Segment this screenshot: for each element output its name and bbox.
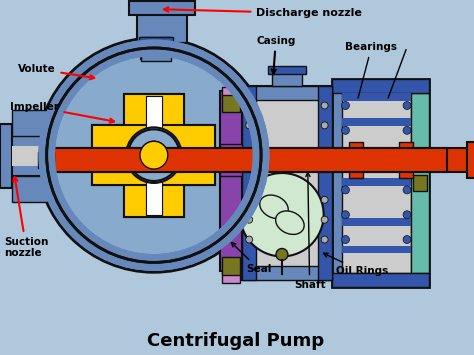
Bar <box>50 148 183 172</box>
Circle shape <box>341 236 349 244</box>
Bar <box>242 86 332 99</box>
Bar <box>222 87 240 99</box>
Bar <box>146 95 162 141</box>
Bar <box>0 124 12 188</box>
Circle shape <box>403 211 411 219</box>
Circle shape <box>341 126 349 134</box>
Bar <box>341 93 411 100</box>
Bar <box>220 91 242 271</box>
Circle shape <box>276 248 288 261</box>
Bar <box>242 86 332 280</box>
Bar <box>429 148 471 172</box>
Wedge shape <box>154 155 260 261</box>
Bar <box>129 1 195 15</box>
Bar <box>124 94 183 217</box>
Circle shape <box>246 216 253 223</box>
Bar <box>411 93 429 273</box>
Bar <box>139 37 173 47</box>
Circle shape <box>36 38 271 272</box>
Bar <box>92 125 215 185</box>
Text: Discharge nozzle: Discharge nozzle <box>164 7 362 18</box>
Wedge shape <box>48 49 154 155</box>
Circle shape <box>321 236 328 243</box>
Bar <box>242 148 332 172</box>
Circle shape <box>46 48 261 262</box>
Bar <box>341 148 411 156</box>
Bar <box>341 178 411 186</box>
Circle shape <box>403 102 411 109</box>
Circle shape <box>403 186 411 194</box>
Circle shape <box>246 122 253 129</box>
Bar <box>322 148 429 172</box>
Text: Oil Rings: Oil Rings <box>324 253 388 276</box>
Text: Volute: Volute <box>18 64 94 79</box>
Bar <box>242 266 332 280</box>
Wedge shape <box>154 49 260 155</box>
Bar <box>222 257 240 275</box>
Bar <box>349 142 364 178</box>
Bar <box>341 119 411 126</box>
Circle shape <box>341 186 349 194</box>
Bar <box>341 218 411 226</box>
Text: Bearings: Bearings <box>346 42 398 98</box>
Circle shape <box>341 211 349 219</box>
Bar <box>146 169 162 215</box>
Bar <box>466 142 474 178</box>
Bar <box>332 273 429 287</box>
Text: Shaft: Shaft <box>294 173 326 290</box>
Bar <box>12 110 70 136</box>
Bar <box>272 72 302 86</box>
Bar <box>146 95 162 137</box>
Bar <box>124 94 183 217</box>
Bar <box>141 43 171 59</box>
Bar <box>38 152 54 168</box>
Bar <box>146 173 162 215</box>
Bar <box>242 86 256 280</box>
Bar <box>222 271 240 283</box>
Text: Suction
nozzle: Suction nozzle <box>4 177 48 258</box>
Bar <box>413 175 427 191</box>
Text: Seal: Seal <box>231 242 272 274</box>
Text: Centrifugal Pump: Centrifugal Pump <box>147 332 324 350</box>
Circle shape <box>403 236 411 244</box>
Circle shape <box>321 216 328 223</box>
Bar <box>0 136 60 176</box>
Circle shape <box>341 102 349 109</box>
Bar <box>12 146 60 166</box>
Circle shape <box>246 196 253 203</box>
Bar <box>137 1 187 43</box>
Bar <box>399 142 413 178</box>
Circle shape <box>321 122 328 129</box>
Bar <box>332 79 429 93</box>
Ellipse shape <box>260 195 288 219</box>
Circle shape <box>140 141 168 169</box>
Circle shape <box>246 236 253 243</box>
Bar <box>220 144 242 176</box>
Bar <box>12 176 70 202</box>
Circle shape <box>321 196 328 203</box>
Bar <box>318 86 332 280</box>
Text: Impeller: Impeller <box>10 102 114 123</box>
Bar <box>332 79 429 287</box>
Bar <box>92 125 215 185</box>
Text: Casing: Casing <box>256 36 295 73</box>
Circle shape <box>321 102 328 109</box>
Bar <box>341 93 411 273</box>
Circle shape <box>126 127 182 183</box>
Circle shape <box>403 126 411 134</box>
Circle shape <box>240 173 324 256</box>
Bar <box>268 66 306 74</box>
Ellipse shape <box>275 211 304 234</box>
Wedge shape <box>48 155 154 261</box>
Bar <box>141 37 171 61</box>
Bar <box>50 148 447 172</box>
Circle shape <box>140 141 168 169</box>
Bar <box>341 246 411 253</box>
Circle shape <box>246 102 253 109</box>
Bar <box>222 94 240 113</box>
Circle shape <box>128 129 180 181</box>
